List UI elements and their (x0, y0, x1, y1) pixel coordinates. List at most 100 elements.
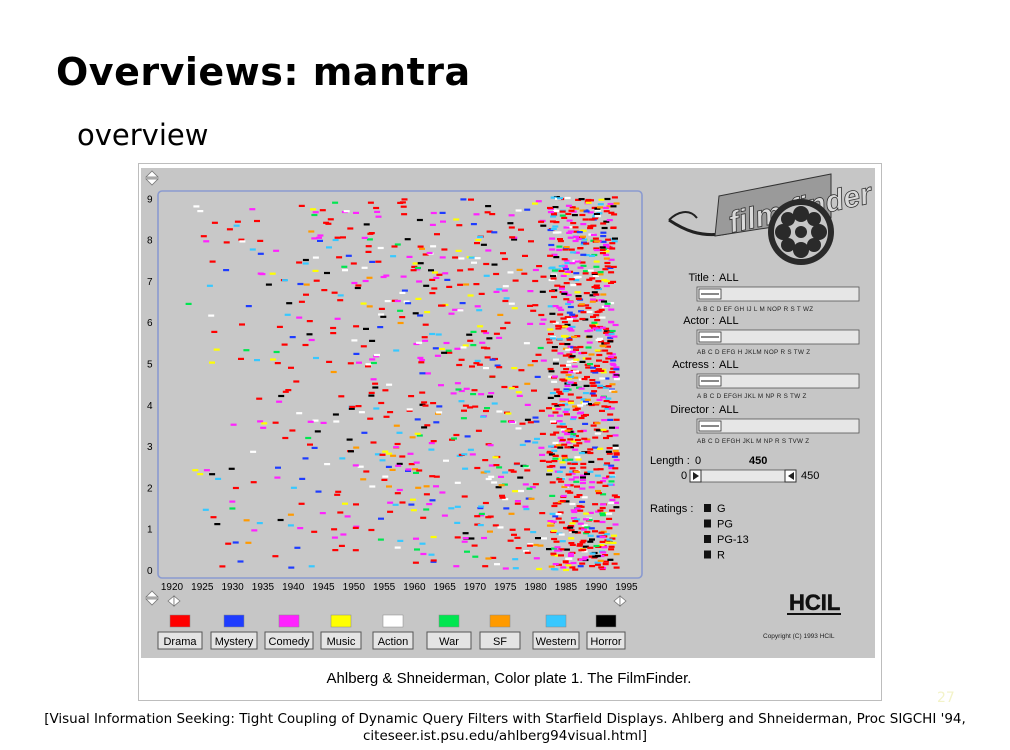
film-dot[interactable] (312, 211, 319, 214)
film-dot[interactable] (581, 437, 588, 440)
film-dot[interactable] (249, 248, 256, 251)
film-dot[interactable] (569, 325, 576, 328)
film-dot[interactable] (435, 333, 442, 336)
film-dot[interactable] (586, 310, 593, 313)
film-dot[interactable] (238, 357, 244, 360)
film-dot[interactable] (387, 411, 394, 414)
film-dot[interactable] (550, 227, 557, 230)
film-dot[interactable] (555, 324, 562, 328)
film-dot[interactable] (605, 405, 612, 408)
film-dot[interactable] (565, 302, 572, 305)
film-dot[interactable] (613, 501, 619, 504)
film-dot[interactable] (385, 465, 392, 468)
film-dot[interactable] (367, 201, 374, 204)
film-dot[interactable] (604, 407, 611, 410)
film-dot[interactable] (209, 260, 216, 263)
film-dot[interactable] (502, 471, 509, 474)
film-dot[interactable] (547, 328, 554, 331)
film-dot[interactable] (562, 335, 569, 338)
film-dot[interactable] (278, 394, 285, 398)
film-dot[interactable] (360, 345, 367, 348)
film-dot[interactable] (511, 367, 518, 370)
film-dot[interactable] (600, 551, 607, 554)
film-dot[interactable] (330, 332, 337, 335)
film-dot[interactable] (539, 322, 546, 325)
film-dot[interactable] (342, 502, 348, 505)
film-dot[interactable] (573, 434, 579, 438)
film-dot[interactable] (527, 364, 534, 367)
film-dot[interactable] (456, 363, 463, 367)
film-dot[interactable] (312, 256, 319, 259)
film-dot[interactable] (370, 378, 377, 381)
film-dot[interactable] (488, 392, 495, 395)
film-dot[interactable] (551, 504, 558, 508)
film-dot[interactable] (487, 444, 494, 447)
film-dot[interactable] (580, 311, 587, 314)
film-dot[interactable] (588, 486, 595, 489)
film-dot[interactable] (493, 290, 500, 293)
film-dot[interactable] (413, 537, 419, 540)
film-dot[interactable] (238, 238, 245, 241)
film-dot[interactable] (578, 416, 585, 420)
film-dot[interactable] (311, 446, 318, 449)
film-dot[interactable] (605, 238, 612, 241)
film-dot[interactable] (386, 383, 393, 386)
film-dot[interactable] (568, 529, 575, 532)
film-dot[interactable] (416, 434, 423, 437)
film-dot[interactable] (551, 547, 558, 550)
film-dot[interactable] (585, 198, 592, 202)
film-dot[interactable] (243, 349, 250, 352)
film-dot[interactable] (589, 300, 596, 303)
film-dot[interactable] (579, 500, 586, 503)
film-dot[interactable] (597, 384, 604, 387)
film-dot[interactable] (550, 520, 557, 523)
film-dot[interactable] (464, 550, 470, 553)
film-dot[interactable] (593, 260, 600, 263)
film-dot[interactable] (611, 494, 618, 497)
film-dot[interactable] (498, 484, 505, 487)
film-dot[interactable] (590, 233, 597, 236)
film-dot[interactable] (269, 272, 276, 275)
film-dot[interactable] (574, 260, 581, 263)
film-dot[interactable] (369, 260, 376, 263)
film-dot[interactable] (577, 565, 584, 568)
film-dot[interactable] (499, 494, 505, 497)
film-dot[interactable] (524, 208, 531, 211)
x-scroll-left-arrows[interactable] (145, 590, 181, 607)
film-dot[interactable] (433, 276, 440, 279)
film-dot[interactable] (612, 323, 619, 327)
film-dot[interactable] (600, 503, 606, 506)
film-dot[interactable] (571, 335, 577, 338)
film-dot[interactable] (293, 380, 300, 383)
film-dot[interactable] (524, 382, 531, 385)
film-dot[interactable] (334, 236, 341, 239)
film-dot[interactable] (594, 349, 601, 352)
film-dot[interactable] (550, 421, 557, 424)
film-dot[interactable] (394, 299, 401, 303)
film-dot[interactable] (582, 270, 589, 273)
film-dot[interactable] (430, 440, 437, 443)
film-dot[interactable] (448, 507, 455, 510)
film-dot[interactable] (485, 205, 492, 208)
film-dot[interactable] (296, 412, 303, 415)
film-dot[interactable] (546, 341, 553, 344)
film-dot[interactable] (597, 271, 604, 274)
film-dot[interactable] (575, 297, 582, 300)
film-dot[interactable] (298, 204, 305, 207)
film-dot[interactable] (565, 364, 572, 367)
film-dot[interactable] (341, 265, 348, 268)
film-dot[interactable] (552, 362, 559, 365)
film-dot[interactable] (613, 378, 620, 381)
film-dot[interactable] (551, 449, 558, 452)
film-dot[interactable] (400, 275, 407, 278)
film-dot[interactable] (569, 313, 576, 316)
film-dot[interactable] (581, 496, 588, 499)
film-dot[interactable] (592, 371, 599, 374)
film-dot[interactable] (612, 434, 619, 437)
film-dot[interactable] (607, 355, 614, 358)
film-dot[interactable] (298, 300, 305, 303)
film-dot[interactable] (539, 459, 546, 462)
film-dot[interactable] (297, 527, 304, 530)
film-dot[interactable] (554, 554, 561, 557)
film-dot[interactable] (524, 528, 531, 531)
